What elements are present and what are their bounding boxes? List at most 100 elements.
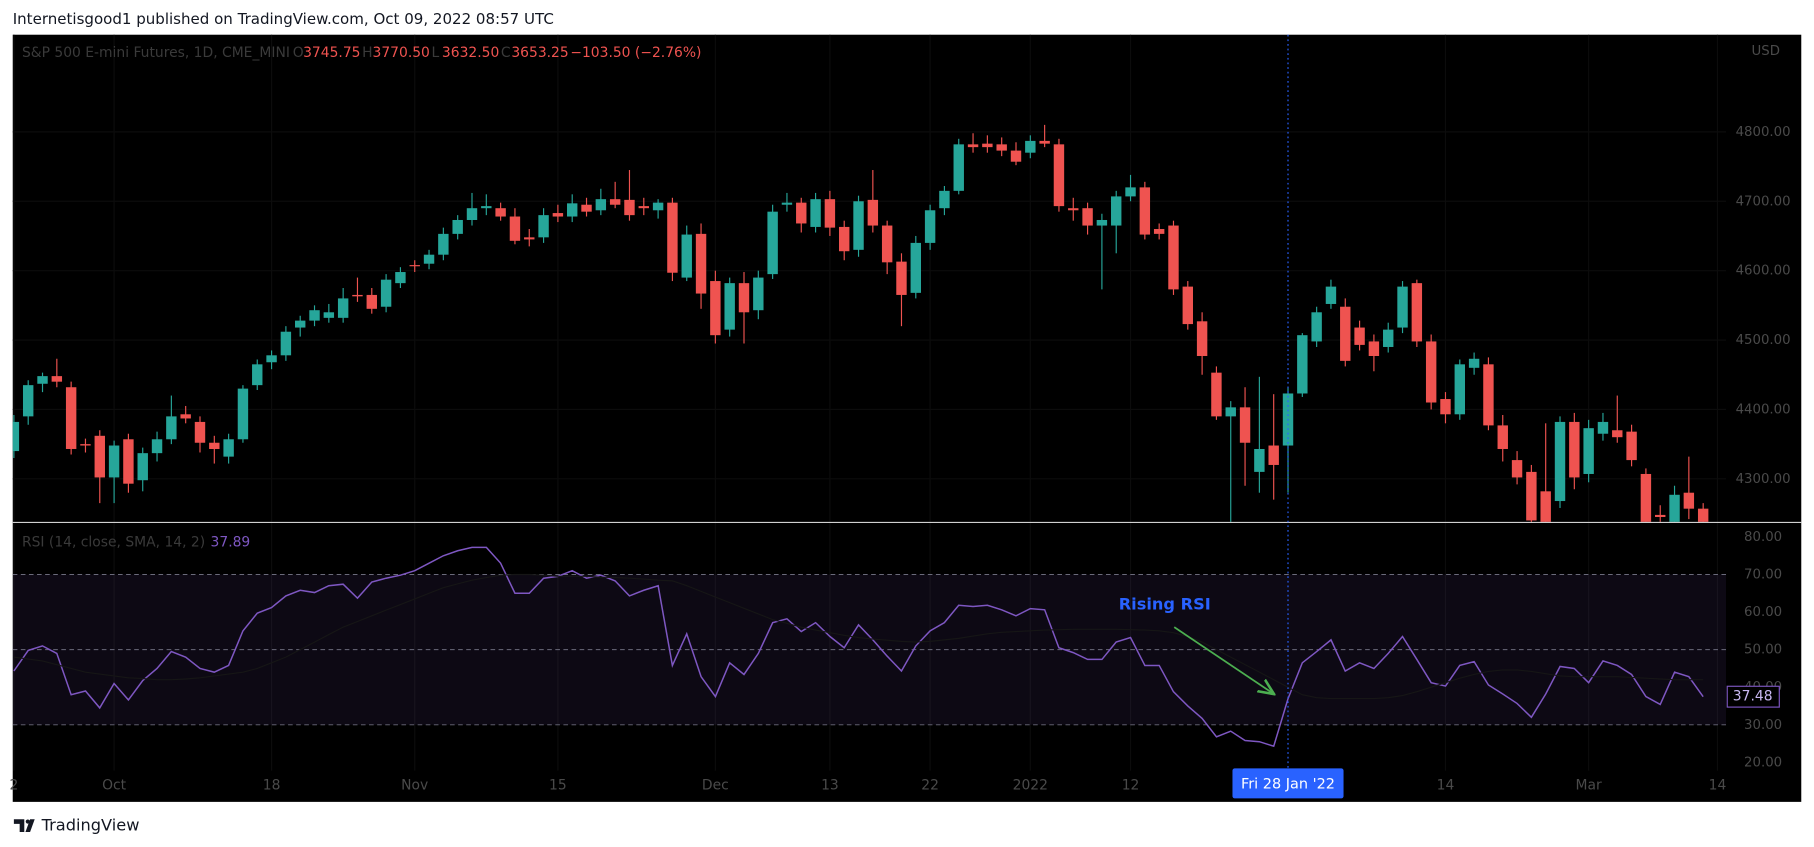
y-tick-label: 50.00 — [1744, 643, 1782, 658]
candle-body — [695, 233, 707, 294]
footer-brand: TradingView — [41, 816, 140, 835]
candle-body — [1411, 283, 1423, 342]
candle-body — [1025, 140, 1036, 153]
ohlc-value: 3653.25 — [511, 45, 568, 61]
candle-body — [237, 388, 249, 440]
candle-body — [1139, 187, 1151, 235]
candle-body — [638, 206, 649, 209]
annotation-arrow — [1173, 626, 1272, 693]
candle-body — [509, 216, 521, 241]
candle-body — [1111, 196, 1122, 226]
last-value-box — [1726, 685, 1780, 708]
candle-body — [1440, 399, 1451, 415]
candle-body — [1168, 225, 1179, 290]
candle-body — [1526, 471, 1537, 521]
candle-body — [337, 298, 349, 318]
candle-body — [266, 355, 277, 363]
candle-body — [1196, 321, 1208, 357]
candle-body — [1497, 425, 1508, 449]
y-tick-label: 20.00 — [1744, 755, 1782, 770]
candle-body — [1211, 372, 1222, 417]
candle-body — [824, 199, 836, 228]
ohlc-letter: L — [432, 45, 440, 61]
candle-body — [166, 416, 177, 440]
candle-body — [438, 233, 449, 255]
candle-body — [395, 272, 406, 284]
candle-body — [1511, 460, 1523, 478]
chart-title: S&P 500 E-mini Futures, 1D, CME_MINI — [22, 45, 290, 61]
candle-body — [194, 421, 206, 443]
candle-body — [881, 225, 893, 263]
candle-body — [37, 376, 48, 384]
candle-body — [1239, 407, 1251, 443]
candle-body — [323, 312, 335, 318]
candle-body — [853, 201, 864, 250]
candle-body — [1612, 430, 1623, 438]
candle-body — [1311, 312, 1322, 342]
candle-body — [1383, 329, 1394, 347]
candle-body — [1082, 208, 1093, 226]
y-tick-label: 70.00 — [1744, 567, 1782, 582]
candle-body — [22, 385, 34, 417]
indicator-value: 37.89 — [211, 535, 251, 551]
candle-body — [839, 226, 850, 252]
candle-body — [481, 206, 492, 209]
y-tick-label: 4800.00 — [1736, 125, 1791, 140]
candle-body — [65, 387, 77, 449]
rsi-band — [12, 574, 1727, 725]
candle-body — [867, 199, 879, 226]
candle-body — [1425, 341, 1437, 403]
candle-body — [380, 279, 392, 307]
last-value-label: 37.48 — [1733, 689, 1773, 705]
publish-header: Internetisgood1 published on TradingView… — [13, 10, 554, 28]
candle-body — [924, 210, 936, 243]
candle-body — [1010, 150, 1022, 162]
y-tick-label: 4500.00 — [1736, 333, 1791, 348]
candle-body — [796, 202, 807, 224]
candle-body — [753, 277, 764, 311]
candle-body — [710, 281, 721, 336]
candle-body — [1669, 494, 1680, 522]
candle-body — [967, 144, 979, 148]
y-tick-label: 30.00 — [1744, 718, 1782, 733]
candle-body — [939, 190, 950, 209]
candle-body — [294, 320, 306, 328]
y-tick-label: 80.00 — [1744, 530, 1782, 545]
candle-body — [1368, 341, 1380, 357]
ohlc-letter: C — [501, 45, 511, 61]
candle-body — [1297, 335, 1308, 394]
candle-body — [953, 144, 964, 191]
tradingview-logo — [13, 819, 35, 832]
candle-body — [1254, 448, 1265, 472]
candle-body — [1096, 219, 1108, 226]
rsi-line — [13, 546, 1704, 748]
candle-body — [581, 204, 592, 212]
indicator-title: RSI (14, close, SMA, 14, 2) — [22, 535, 205, 551]
candle-body — [810, 199, 821, 227]
candle-body — [524, 237, 535, 240]
candle-body — [1655, 514, 1666, 517]
x-tick-label: 12 — [1122, 778, 1140, 794]
candle-body — [781, 202, 793, 205]
x-tick-label: 2022 — [1013, 778, 1048, 794]
candle-body — [209, 442, 220, 449]
candle-body — [910, 242, 921, 293]
y-tick-label: 4300.00 — [1736, 472, 1791, 487]
candle-body — [595, 199, 607, 211]
candle-body — [667, 202, 678, 273]
candle-body — [1125, 187, 1136, 197]
y-tick-label: 60.00 — [1744, 605, 1782, 620]
candle-body — [1340, 306, 1351, 361]
y-tick-label: 4600.00 — [1736, 264, 1791, 279]
candle-body — [738, 283, 750, 313]
y-tick-label: 4700.00 — [1736, 194, 1791, 209]
candle-body — [223, 439, 234, 457]
candle-body — [309, 310, 320, 321]
x-tick-label: 14 — [1437, 778, 1455, 794]
candle-body — [151, 439, 163, 454]
candle-body — [1153, 229, 1165, 234]
candle-body — [552, 213, 564, 217]
candle-body — [423, 254, 435, 264]
